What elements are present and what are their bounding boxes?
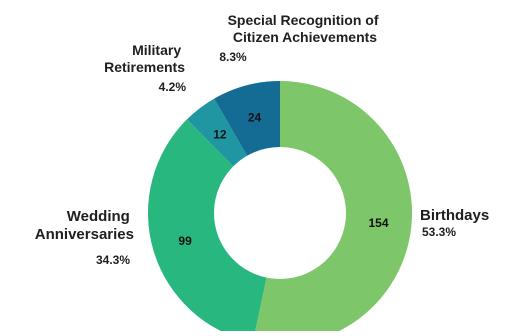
special-line-1: Special Recognition of [228, 12, 379, 28]
slice-label-special-recognition: Special Recognition of Citizen Achieveme… [228, 12, 383, 45]
slice-value-birthdays: 154 [368, 216, 388, 230]
military-line-2: Retirements [104, 59, 185, 75]
slice-percent-birthdays: 53.3% [422, 225, 456, 239]
slice-special-recognition [214, 81, 280, 156]
slice-value-special-recognition: 24 [248, 110, 262, 124]
slice-value-military-retirements: 12 [213, 127, 227, 141]
wedding-line-2: Anniversaries [35, 226, 134, 243]
slice-birthdays [254, 81, 413, 336]
slice-military-retirements [186, 98, 248, 167]
slice-wedding-anniversaries [148, 119, 267, 336]
slice-label-birthdays: Birthdays [420, 207, 489, 224]
slice-percent-military-retirements: 4.2% [159, 80, 187, 94]
special-line-2: Citizen Achievements [233, 29, 377, 45]
military-line-1: Military [132, 42, 181, 58]
outer-labels-group: Birthdays 53.3% Wedding Anniversaries 34… [35, 12, 489, 267]
slice-label-wedding-anniversaries: Wedding Anniversaries [35, 208, 134, 243]
slice-label-military-retirements: Military Retirements [104, 42, 185, 75]
slice-percent-special-recognition: 8.3% [219, 50, 247, 64]
slice-value-wedding-anniversaries: 99 [178, 234, 192, 248]
value-labels-group: 154 99 12 24 [178, 110, 388, 248]
slices-group [148, 81, 413, 336]
wedding-line-1: Wedding [67, 208, 130, 225]
slice-percent-wedding-anniversaries: 34.3% [96, 253, 130, 267]
